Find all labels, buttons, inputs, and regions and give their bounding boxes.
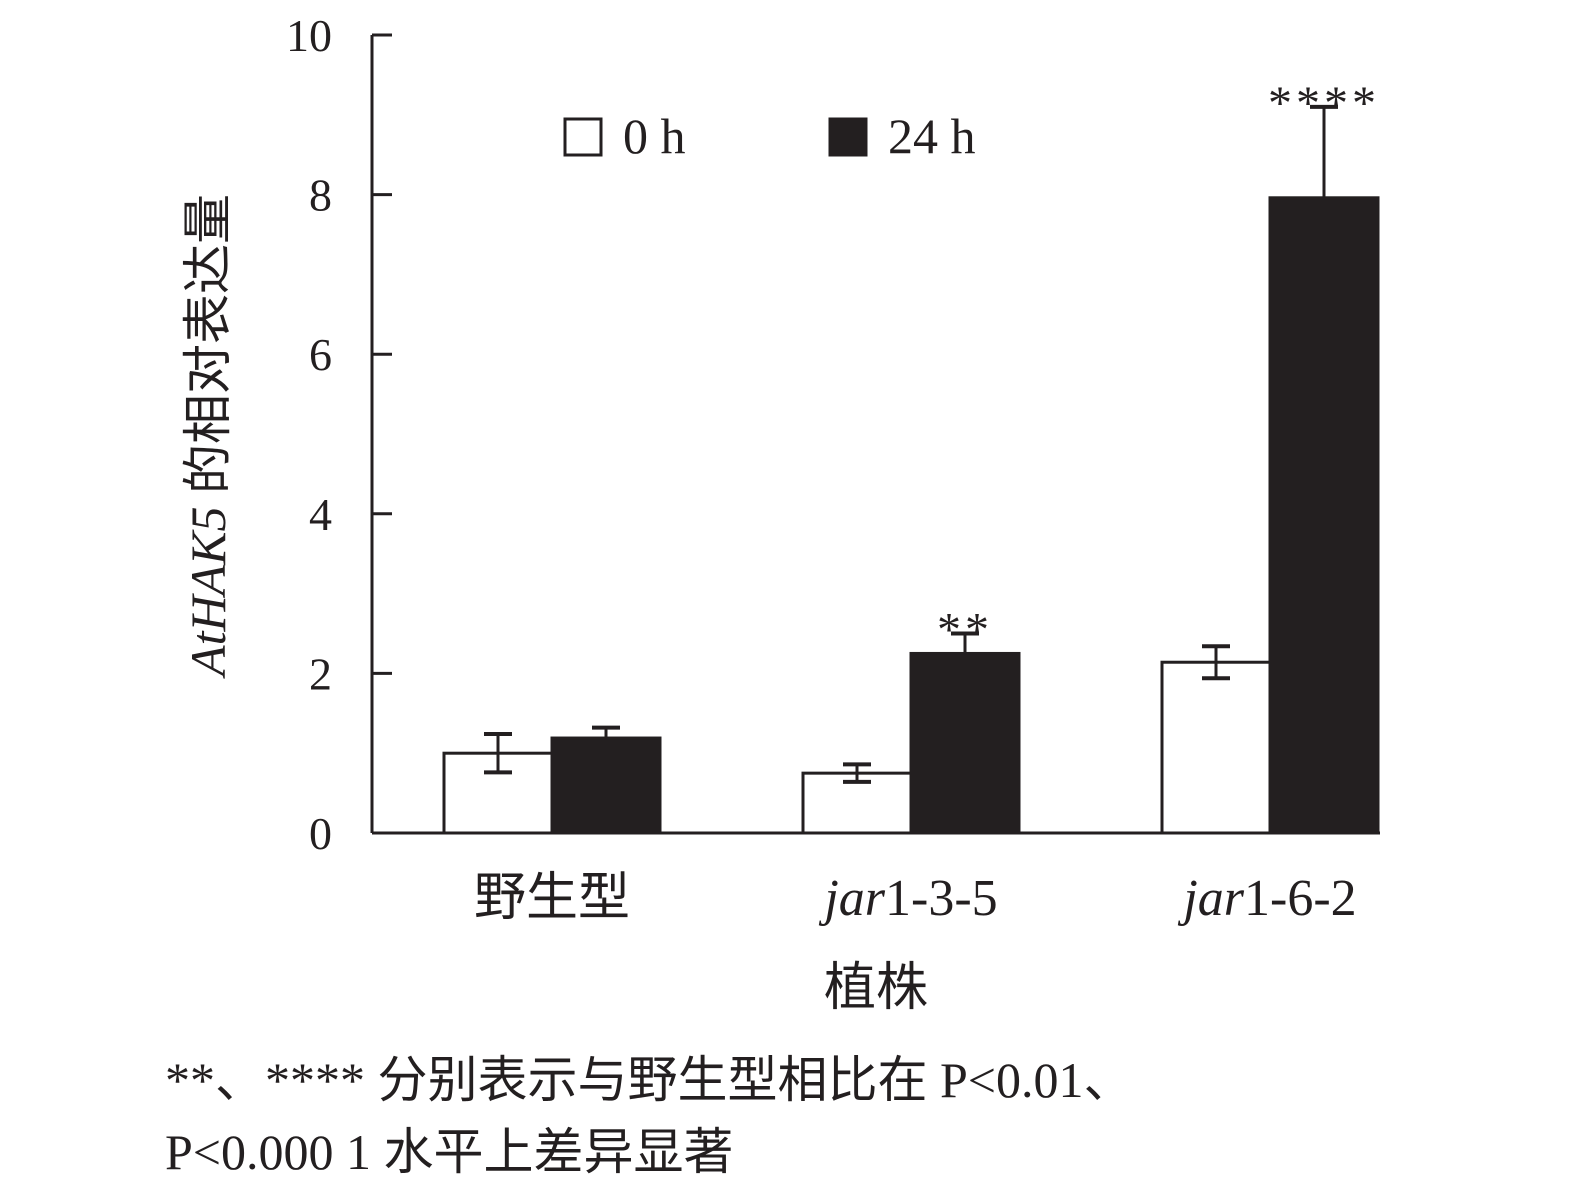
bar-24h-1 [909,651,1021,835]
footnote-line-2: P<0.000 1 水平上差异显著 [165,1124,734,1180]
bar-24h-0 [550,736,662,835]
legend-label: 24 h [888,108,976,164]
significance-label: **** [1268,77,1380,130]
y-axis-label: AtHAK5 的相对表达量 [180,194,236,679]
x-axis-label: 植株 [824,960,928,1017]
y-tick-label: 0 [309,808,332,859]
x-tick-label: jar1-6-2 [1177,870,1356,927]
y-tick-label: 10 [286,10,332,61]
legend-swatch [563,117,603,157]
y-tick-label: 4 [309,489,332,540]
x-tick-label: 野生型 [474,870,630,927]
bar-24h-2 [1268,196,1380,835]
legend-swatch [828,117,868,157]
legend-label: 0 h [623,108,686,164]
y-tick-label: 8 [309,170,332,221]
significance-label: ** [937,604,993,657]
y-tick-label: 2 [309,648,332,699]
x-tick-label: jar1-3-5 [818,870,997,927]
footnote-line-1: **、**** 分别表示与野生型相比在 P<0.01、 [165,1052,1134,1108]
bar-0h-2 [1160,660,1272,835]
y-tick-label: 6 [309,329,332,380]
